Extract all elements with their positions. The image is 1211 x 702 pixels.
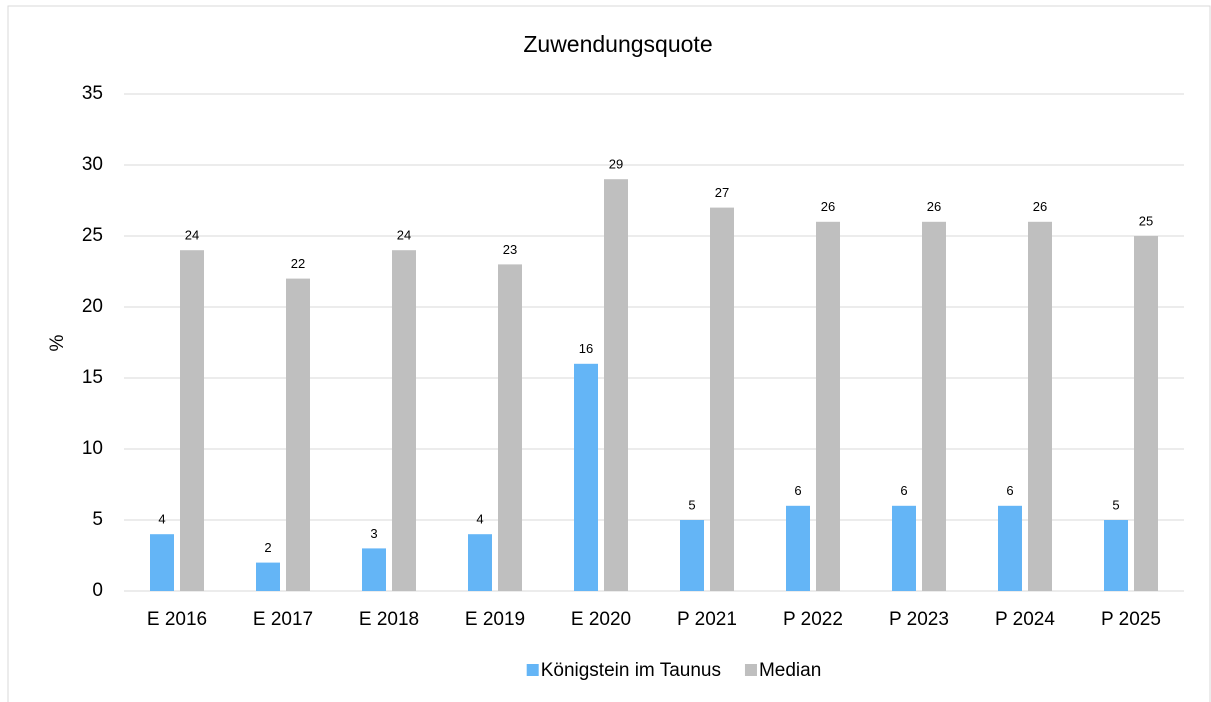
- x-tick-label: P 2024: [995, 609, 1055, 630]
- data-label: 27: [715, 185, 729, 200]
- data-label: 26: [1033, 199, 1047, 214]
- data-label: 24: [397, 228, 411, 243]
- bar: [1104, 520, 1128, 591]
- legend-swatch: [744, 664, 757, 676]
- x-tick-label: P 2023: [889, 609, 949, 630]
- bar: [786, 505, 810, 591]
- bar: [362, 548, 386, 591]
- bar: [892, 505, 916, 591]
- data-label: 6: [1006, 483, 1013, 498]
- y-tick-label: 35: [82, 83, 103, 104]
- bar: [256, 562, 280, 591]
- chart-title: Zuwendungsquote: [523, 31, 712, 57]
- bar: [816, 221, 840, 592]
- bar: [286, 278, 310, 591]
- data-label: 5: [1112, 497, 1119, 512]
- chart-frame: [7, 5, 1211, 702]
- bar: [604, 179, 628, 591]
- data-label: 4: [158, 512, 165, 527]
- data-label: 16: [579, 341, 593, 356]
- bar: [998, 505, 1022, 591]
- bar: [1134, 236, 1158, 591]
- y-axis-label: %: [47, 334, 68, 351]
- x-tick-label: E 2016: [147, 609, 207, 630]
- x-tick-label: E 2020: [571, 609, 631, 630]
- data-label: 22: [291, 256, 305, 271]
- y-tick-label: 5: [92, 509, 103, 530]
- legend-label: Median: [759, 660, 821, 681]
- x-tick-label: P 2021: [677, 609, 737, 630]
- data-label: 4: [476, 512, 483, 527]
- y-tick-label: 20: [82, 296, 103, 317]
- bar: [710, 207, 734, 591]
- bar: [150, 534, 174, 591]
- data-label: 2: [264, 540, 271, 555]
- y-tick-label: 30: [82, 154, 103, 175]
- x-tick-label: P 2022: [783, 609, 843, 630]
- bar: [574, 363, 598, 591]
- bar: [180, 250, 204, 591]
- x-tick-label: E 2017: [253, 609, 313, 630]
- data-label: 6: [794, 483, 801, 498]
- bar: [468, 534, 492, 591]
- y-tick-label: 0: [92, 580, 103, 601]
- x-tick-label: E 2019: [465, 609, 525, 630]
- x-tick-label: P 2025: [1101, 609, 1161, 630]
- bar: [922, 221, 946, 592]
- data-label: 26: [821, 199, 835, 214]
- bar: [498, 264, 522, 591]
- legend-label: Königstein im Taunus: [541, 660, 721, 681]
- y-tick-label: 10: [82, 438, 103, 459]
- data-label: 6: [900, 483, 907, 498]
- data-label: 25: [1139, 213, 1153, 228]
- bar: [680, 520, 704, 591]
- data-label: 23: [503, 242, 517, 257]
- bar: [1028, 221, 1052, 592]
- data-label: 26: [927, 199, 941, 214]
- data-label: 3: [370, 526, 377, 541]
- bar: [392, 250, 416, 591]
- legend-swatch: [526, 664, 539, 676]
- x-tick-label: E 2018: [359, 609, 419, 630]
- y-tick-label: 25: [82, 225, 103, 246]
- data-label: 29: [609, 157, 623, 172]
- y-tick-label: 15: [82, 367, 103, 388]
- data-label: 24: [185, 228, 199, 243]
- data-label: 5: [688, 497, 695, 512]
